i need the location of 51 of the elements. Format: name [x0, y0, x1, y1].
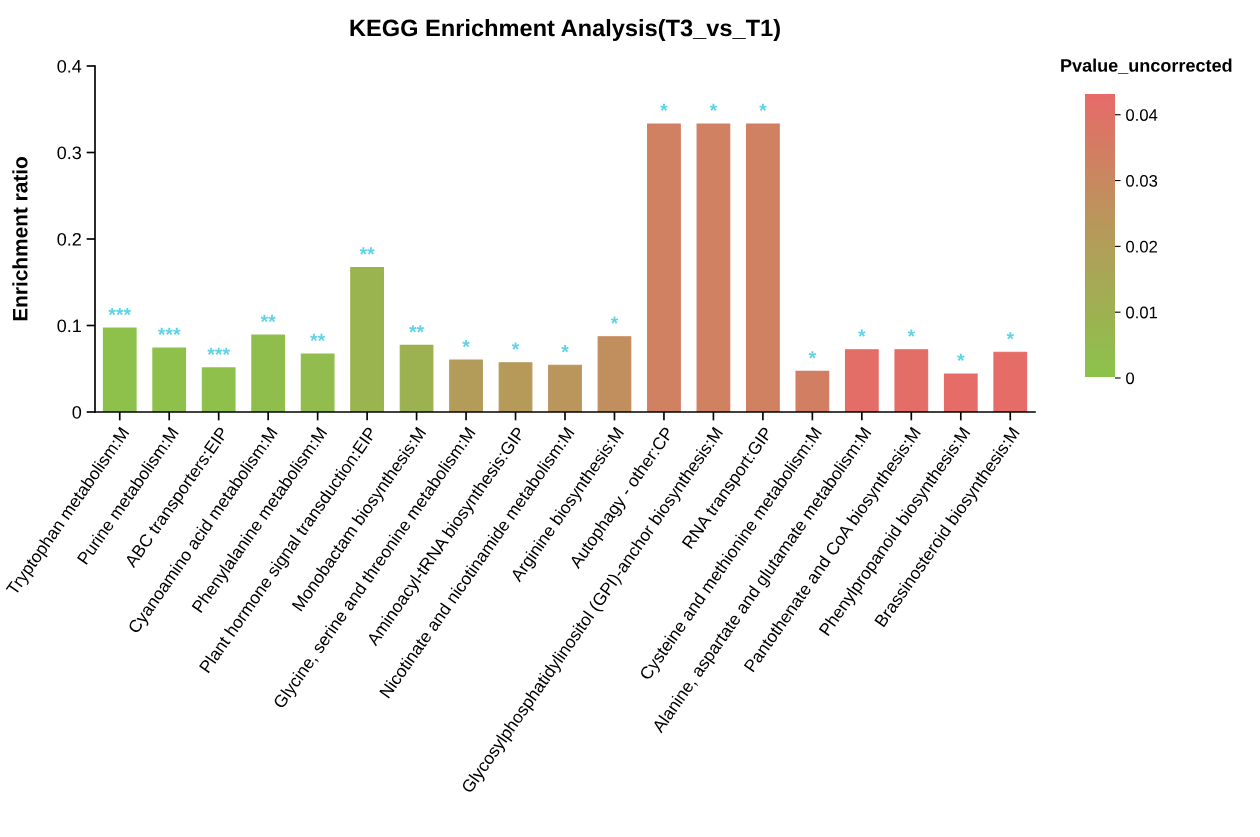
data-label: *	[462, 339, 470, 348]
y-tick-label: 0.4	[57, 59, 82, 73]
data-label: *	[511, 342, 520, 350]
color-bar-label: 0	[1126, 372, 1135, 385]
bar	[894, 349, 929, 412]
bar	[350, 266, 384, 412]
y-axis-title: Enrichment ratio	[12, 157, 28, 321]
data-label: *	[709, 103, 718, 111]
bar	[201, 367, 236, 412]
data-label: *	[858, 329, 866, 337]
data-label: *	[957, 353, 965, 361]
bar	[251, 334, 286, 412]
data-label: **	[310, 333, 326, 342]
y-tick-label: 0	[72, 405, 82, 419]
y-tick-label: 0.1	[57, 319, 81, 333]
color-bar-title: Pvalue_uncorrected	[1061, 58, 1232, 74]
data-label: *	[660, 103, 668, 111]
bar	[102, 327, 137, 412]
data-label: **	[359, 247, 375, 255]
color-bar-label: 0.03	[1126, 174, 1158, 187]
color-bar-label: 0.01	[1126, 306, 1158, 319]
data-label: *	[561, 345, 569, 353]
bar	[548, 364, 582, 412]
chart-title: KEGG Enrichment Analysis(T3_vs_T1)	[350, 19, 780, 41]
bar	[844, 349, 879, 412]
bar	[498, 362, 533, 412]
bar	[449, 359, 483, 412]
data-label: **	[409, 325, 425, 333]
y-tick-label: 0.3	[57, 146, 82, 160]
bar	[696, 123, 731, 412]
data-label: *	[1006, 332, 1015, 340]
color-bar-label: 0.04	[1126, 109, 1158, 121]
data-label: ***	[108, 307, 132, 316]
bar	[746, 123, 780, 412]
data-label: *	[610, 316, 619, 324]
bar	[399, 344, 434, 412]
bar	[993, 351, 1028, 412]
data-label: ***	[207, 347, 231, 355]
bar	[647, 123, 681, 412]
data-label: ***	[157, 327, 181, 336]
bar	[597, 336, 632, 412]
bar	[795, 370, 830, 412]
bar	[300, 353, 335, 412]
bar	[152, 347, 187, 412]
data-label: *	[808, 351, 817, 359]
bar	[943, 373, 978, 412]
y-tick-label: 0.2	[57, 232, 81, 246]
data-label: *	[759, 103, 767, 111]
data-label: *	[907, 329, 916, 337]
data-label: **	[260, 314, 276, 323]
color-bar-label: 0.02	[1126, 240, 1158, 253]
